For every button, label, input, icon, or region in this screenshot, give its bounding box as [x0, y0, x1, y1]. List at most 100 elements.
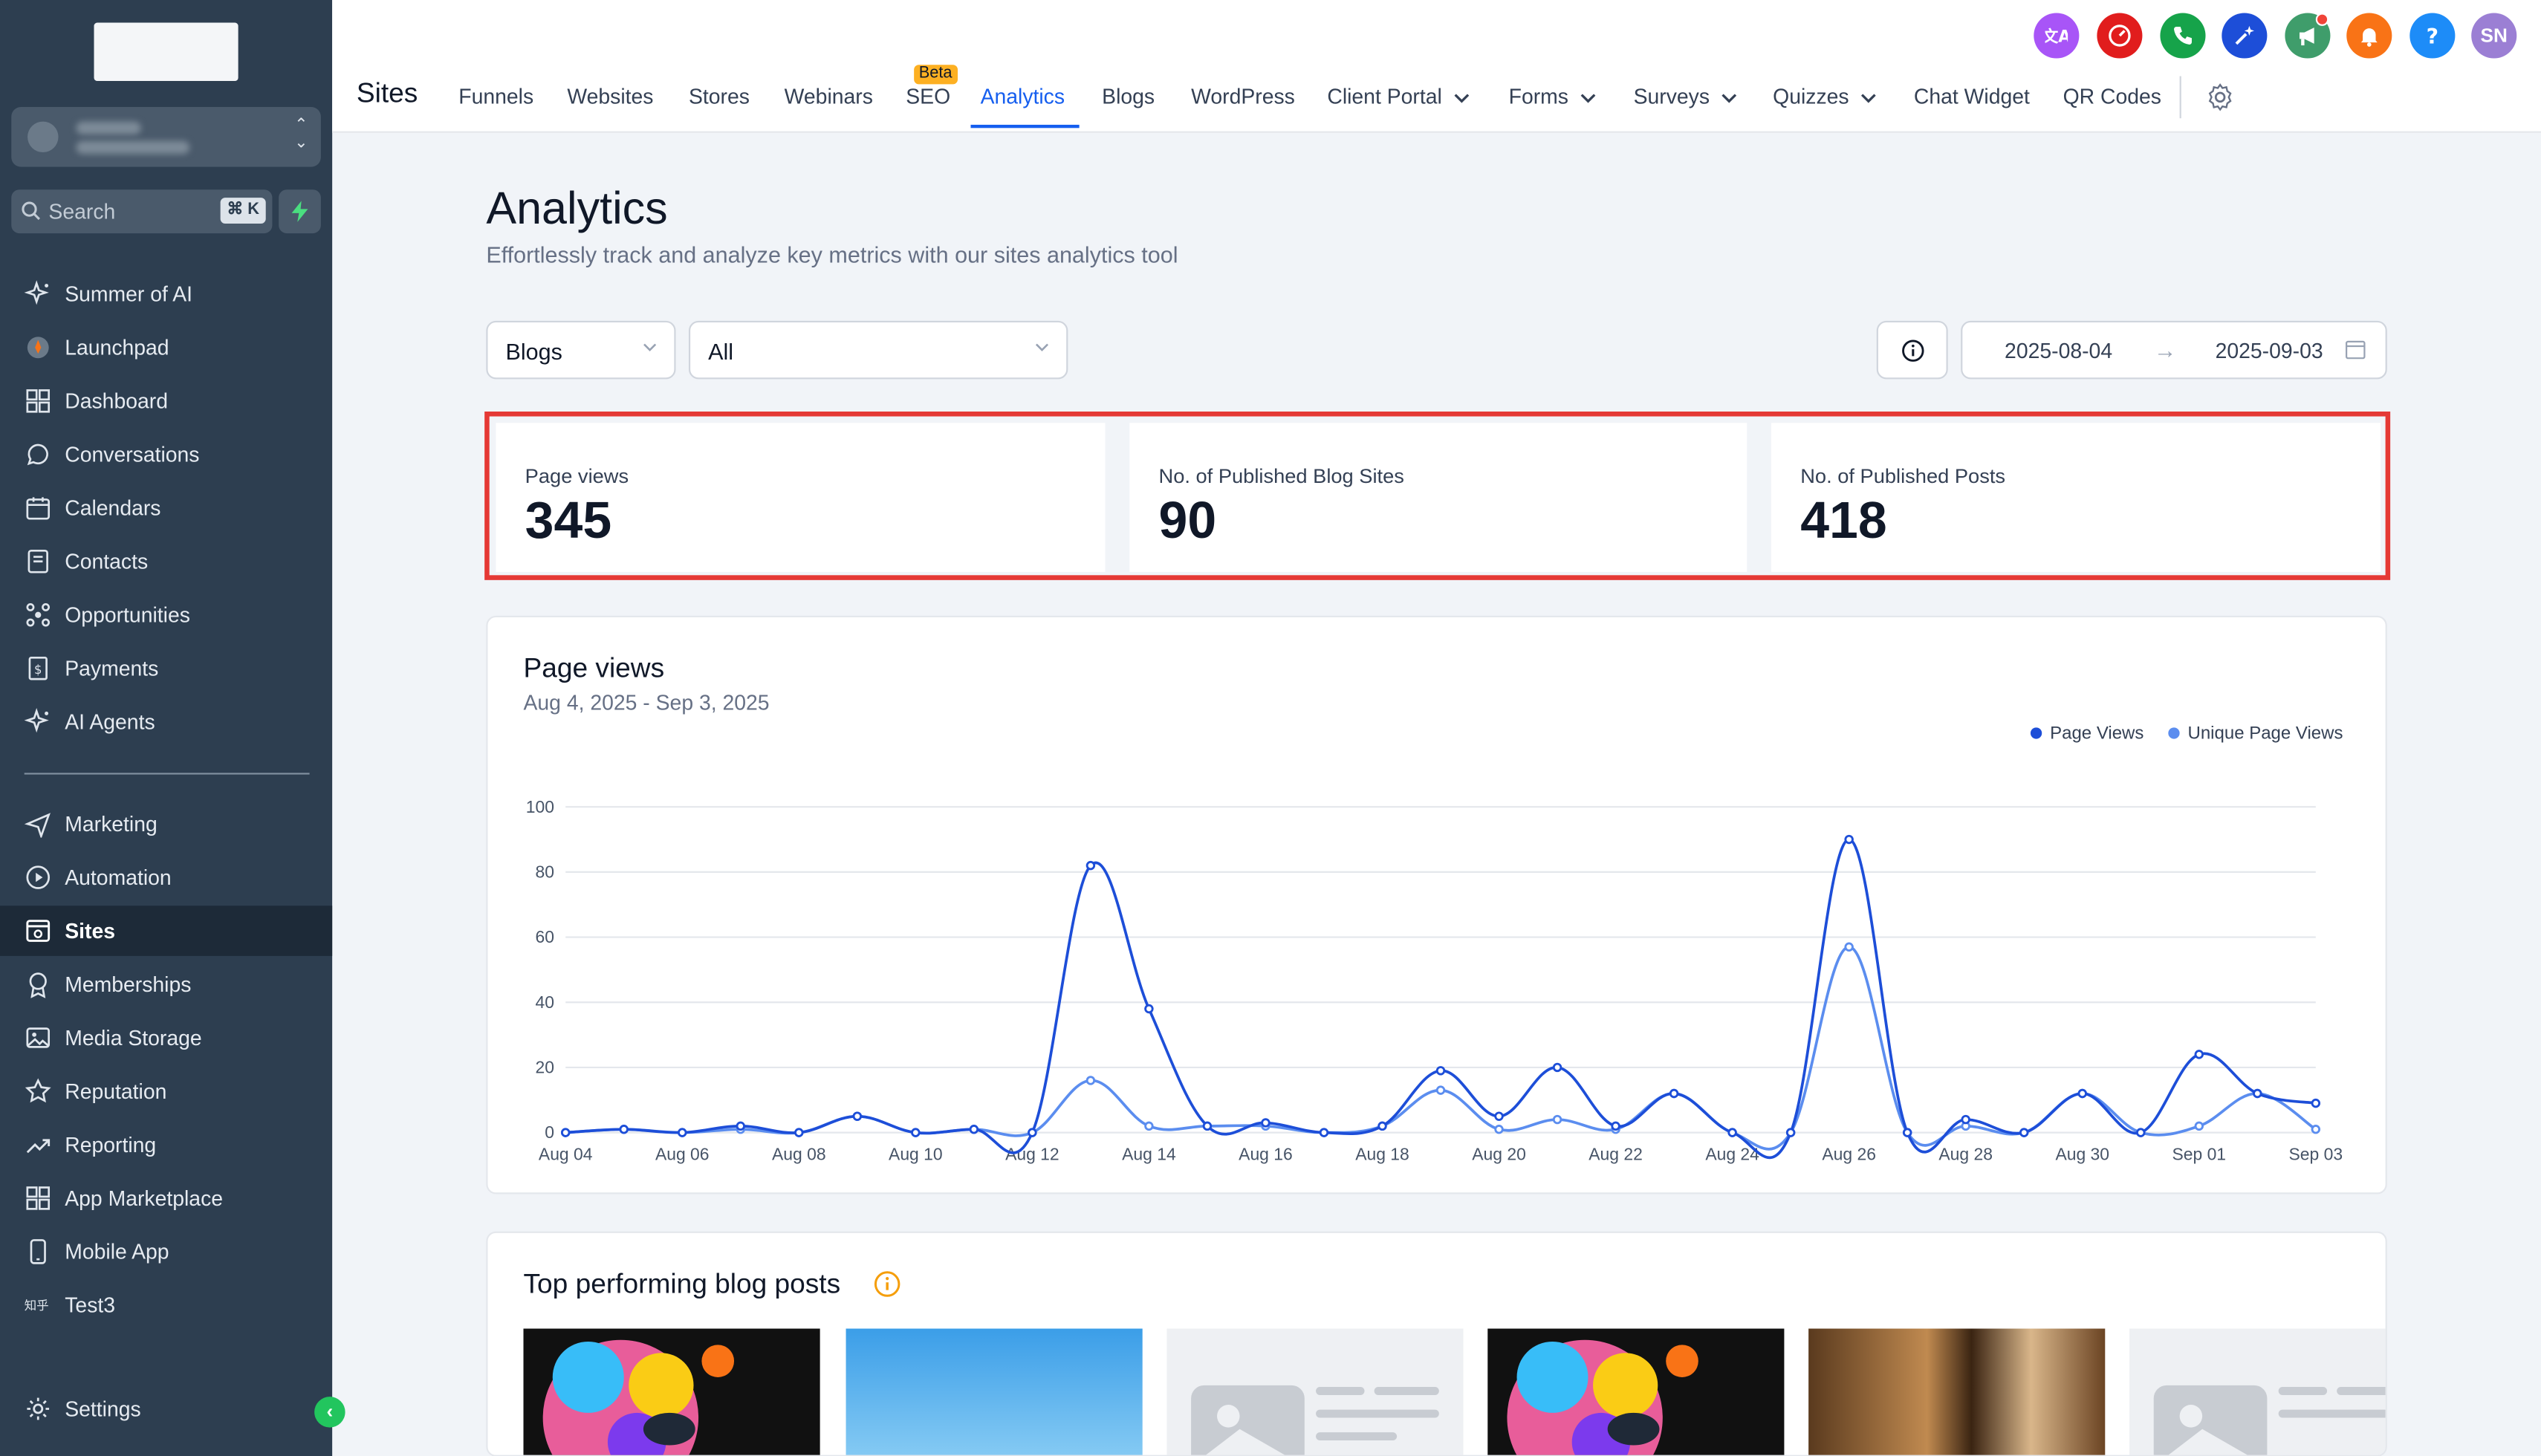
- company-logo[interactable]: [94, 22, 238, 82]
- sidebar-item-summer-of-ai[interactable]: Summer of AI: [0, 269, 332, 319]
- info-icon[interactable]: [874, 1270, 901, 1298]
- megaphone-button[interactable]: [2285, 13, 2331, 59]
- sidebar-item-launchpad[interactable]: Launchpad: [0, 322, 332, 373]
- data-point[interactable]: [1144, 1004, 1154, 1014]
- info-button[interactable]: [1876, 320, 1948, 380]
- sidebar-item-mobile-app[interactable]: Mobile App: [0, 1226, 332, 1277]
- data-point[interactable]: [1727, 1128, 1737, 1137]
- collapse-sidebar-button[interactable]: ‹: [314, 1397, 345, 1428]
- blog-post-thumbnail[interactable]: [523, 1328, 820, 1455]
- data-point[interactable]: [1844, 942, 1854, 952]
- data-point[interactable]: [969, 1125, 979, 1134]
- data-point[interactable]: [1085, 1076, 1096, 1085]
- tab-seo[interactable]: SEO: [906, 84, 950, 108]
- speedometer-button[interactable]: [2097, 13, 2143, 59]
- phone-call-button[interactable]: [2160, 13, 2206, 59]
- account-switcher[interactable]: ⌃ ⌄: [11, 106, 321, 167]
- data-point[interactable]: [1435, 1066, 1446, 1076]
- tab-quizzes[interactable]: Quizzes: [1773, 84, 1877, 108]
- data-point[interactable]: [794, 1128, 804, 1137]
- sidebar-item-opportunities[interactable]: Opportunities: [0, 590, 332, 640]
- blog-post-thumbnail[interactable]: [1166, 1328, 1464, 1455]
- data-point[interactable]: [1435, 1085, 1446, 1095]
- help-button[interactable]: ?: [2409, 13, 2456, 59]
- legend-item-unique-page-views[interactable]: Unique Page Views: [2168, 724, 2343, 744]
- legend-item-page-views[interactable]: Page Views: [2030, 724, 2144, 744]
- scope-select[interactable]: All: [688, 320, 1068, 380]
- tab-analytics[interactable]: Analytics: [981, 84, 1065, 108]
- sidebar-item-memberships[interactable]: Memberships: [0, 959, 332, 1010]
- data-point[interactable]: [1261, 1118, 1270, 1128]
- blog-post-thumbnail[interactable]: [1808, 1328, 2106, 1455]
- sidebar-item-payments[interactable]: $ Payments: [0, 643, 332, 694]
- data-point[interactable]: [911, 1128, 921, 1137]
- sidebar-item-automation[interactable]: Automation: [0, 852, 332, 903]
- tab-funnels[interactable]: Funnels: [458, 84, 533, 108]
- data-point[interactable]: [1552, 1114, 1562, 1125]
- data-point[interactable]: [1844, 834, 1854, 845]
- sidebar-item-test3[interactable]: 知乎 Test3: [0, 1280, 332, 1330]
- tab-forms[interactable]: Forms: [1509, 84, 1596, 108]
- data-point[interactable]: [678, 1128, 687, 1137]
- data-point[interactable]: [1377, 1121, 1387, 1131]
- settings-gear-icon[interactable]: [2206, 82, 2235, 111]
- tab-surveys[interactable]: Surveys: [1634, 84, 1738, 108]
- quick-actions-button[interactable]: [279, 189, 321, 234]
- data-point[interactable]: [1669, 1088, 1679, 1099]
- data-point[interactable]: [1611, 1121, 1620, 1131]
- tab-qr-codes[interactable]: QR Codes: [2063, 84, 2161, 108]
- translate-button[interactable]: 文A: [2034, 13, 2080, 59]
- data-point[interactable]: [2253, 1088, 2262, 1099]
- sidebar-item-sites[interactable]: Sites: [0, 906, 333, 956]
- sidebar-item-calendars[interactable]: Calendars: [0, 483, 332, 533]
- tab-websites[interactable]: Websites: [567, 84, 653, 108]
- tab-webinars[interactable]: Webinars: [785, 84, 873, 108]
- user-avatar[interactable]: SN: [2471, 13, 2517, 59]
- data-point[interactable]: [1961, 1114, 1970, 1125]
- blog-post-thumbnail[interactable]: [846, 1328, 1143, 1455]
- bell-button[interactable]: [2346, 13, 2392, 59]
- data-point[interactable]: [560, 1128, 571, 1137]
- data-point[interactable]: [2077, 1088, 2087, 1099]
- tab-stores[interactable]: Stores: [689, 84, 750, 108]
- data-point[interactable]: [1028, 1128, 1037, 1137]
- data-point[interactable]: [1552, 1062, 1562, 1073]
- data-point[interactable]: [736, 1121, 745, 1131]
- data-point[interactable]: [1494, 1125, 1504, 1134]
- sidebar-item-media-storage[interactable]: Media Storage: [0, 1013, 332, 1063]
- sidebar-item-ai-agents[interactable]: AI Agents: [0, 697, 332, 747]
- sidebar-item-conversations[interactable]: Conversations: [0, 429, 332, 480]
- sidebar-item-reputation[interactable]: Reputation: [0, 1066, 332, 1117]
- sidebar-item-contacts[interactable]: Contacts: [0, 536, 332, 587]
- sidebar-item-app-marketplace[interactable]: App Marketplace: [0, 1173, 332, 1223]
- tab-chat-widget[interactable]: Chat Widget: [1914, 84, 2030, 108]
- magic-sparkle-button[interactable]: [2222, 13, 2268, 59]
- blog-post-thumbnail[interactable]: [1487, 1328, 1785, 1455]
- sidebar-item-dashboard[interactable]: Dashboard: [0, 376, 332, 426]
- tab-wordpress[interactable]: WordPress: [1191, 84, 1295, 108]
- data-point[interactable]: [1494, 1111, 1504, 1121]
- data-point[interactable]: [1202, 1121, 1213, 1131]
- data-point[interactable]: [1902, 1128, 1912, 1137]
- sidebar-search[interactable]: Search ⌘ K: [11, 189, 273, 234]
- data-point[interactable]: [2194, 1121, 2204, 1131]
- content-type-select[interactable]: Blogs: [486, 320, 676, 380]
- data-point[interactable]: [2311, 1125, 2321, 1134]
- data-point[interactable]: [2194, 1050, 2204, 1059]
- tab-blogs[interactable]: Blogs: [1102, 84, 1155, 108]
- data-point[interactable]: [1144, 1121, 1154, 1131]
- data-point[interactable]: [2019, 1128, 2029, 1137]
- sidebar-item-settings[interactable]: Settings: [0, 1384, 332, 1434]
- date-range-picker[interactable]: 2025-08-04 → 2025-09-03: [1961, 320, 2387, 380]
- data-point[interactable]: [1085, 860, 1096, 871]
- tab-client-portal[interactable]: Client Portal: [1327, 84, 1470, 108]
- blog-post-thumbnail[interactable]: [2129, 1328, 2386, 1455]
- data-point[interactable]: [1785, 1128, 1796, 1137]
- data-point[interactable]: [619, 1125, 629, 1134]
- data-point[interactable]: [2311, 1098, 2321, 1108]
- data-point[interactable]: [852, 1111, 863, 1121]
- data-point[interactable]: [1319, 1128, 1329, 1137]
- sidebar-item-marketing[interactable]: Marketing: [0, 799, 332, 849]
- data-point[interactable]: [2136, 1128, 2146, 1137]
- sidebar-item-reporting[interactable]: Reporting: [0, 1119, 332, 1170]
